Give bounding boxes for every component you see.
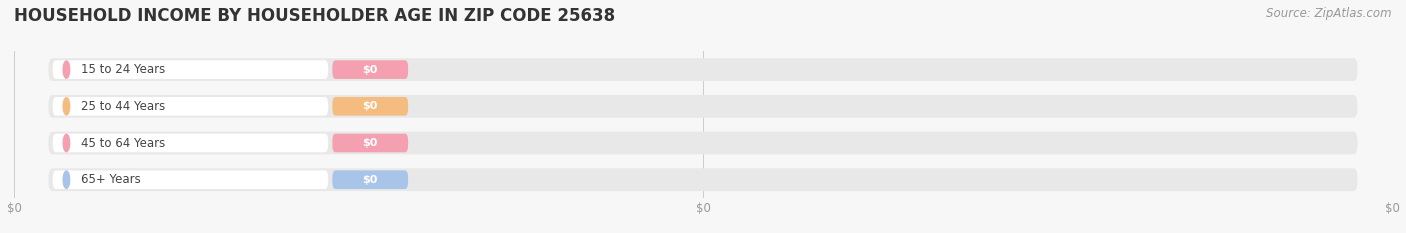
FancyBboxPatch shape bbox=[52, 170, 328, 189]
Text: $0: $0 bbox=[363, 175, 378, 185]
Circle shape bbox=[63, 61, 70, 78]
Text: 25 to 44 Years: 25 to 44 Years bbox=[80, 100, 165, 113]
FancyBboxPatch shape bbox=[332, 60, 408, 79]
FancyBboxPatch shape bbox=[48, 168, 1358, 191]
Text: 65+ Years: 65+ Years bbox=[80, 173, 141, 186]
FancyBboxPatch shape bbox=[52, 134, 328, 152]
Circle shape bbox=[63, 98, 70, 115]
FancyBboxPatch shape bbox=[332, 134, 408, 152]
Text: $0: $0 bbox=[363, 138, 378, 148]
FancyBboxPatch shape bbox=[48, 95, 1358, 118]
Text: 15 to 24 Years: 15 to 24 Years bbox=[80, 63, 165, 76]
FancyBboxPatch shape bbox=[48, 132, 1358, 154]
FancyBboxPatch shape bbox=[52, 60, 328, 79]
Text: $0: $0 bbox=[363, 101, 378, 111]
Text: Source: ZipAtlas.com: Source: ZipAtlas.com bbox=[1267, 7, 1392, 20]
FancyBboxPatch shape bbox=[52, 97, 328, 116]
Text: $0: $0 bbox=[363, 65, 378, 75]
FancyBboxPatch shape bbox=[332, 170, 408, 189]
FancyBboxPatch shape bbox=[332, 97, 408, 116]
FancyBboxPatch shape bbox=[48, 58, 1358, 81]
Circle shape bbox=[63, 171, 70, 188]
Circle shape bbox=[63, 134, 70, 152]
Text: HOUSEHOLD INCOME BY HOUSEHOLDER AGE IN ZIP CODE 25638: HOUSEHOLD INCOME BY HOUSEHOLDER AGE IN Z… bbox=[14, 7, 616, 25]
Text: 45 to 64 Years: 45 to 64 Years bbox=[80, 137, 165, 150]
